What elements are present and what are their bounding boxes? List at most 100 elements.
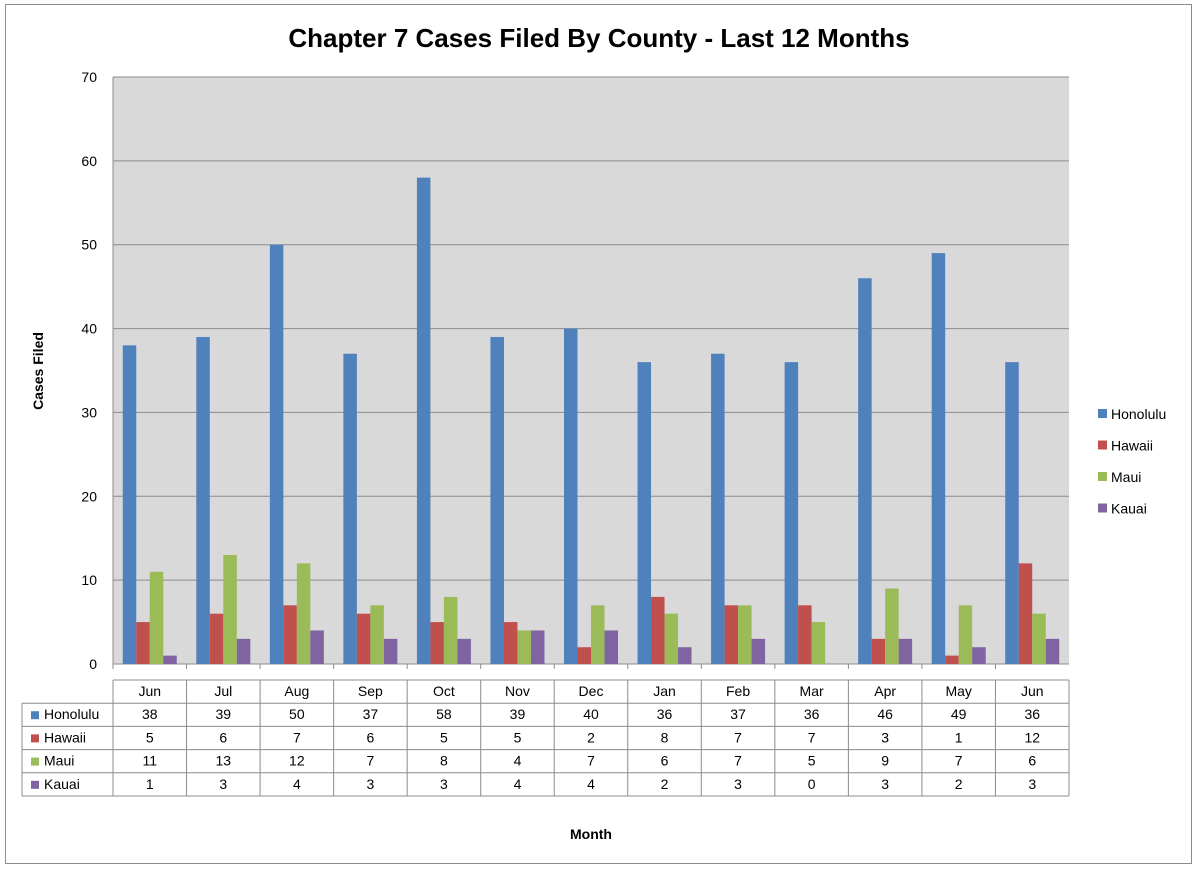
table-value: 36 (1024, 706, 1040, 722)
bar-honolulu (858, 278, 872, 664)
bar-maui (885, 588, 899, 664)
y-tick-label: 30 (81, 404, 97, 420)
table-series-key (31, 780, 39, 789)
y-tick-label: 40 (81, 321, 97, 337)
table-value: 7 (587, 753, 595, 769)
table-value: 40 (583, 706, 599, 722)
bar-maui (591, 605, 605, 664)
bar-hawaii (651, 596, 665, 664)
table-series-name: Kauai (44, 776, 80, 792)
table-value: 4 (514, 776, 522, 792)
table-category-label: May (945, 683, 971, 699)
table-category-label: Jun (138, 683, 161, 699)
legend: Honolulu Hawaii Maui Kauai (1098, 406, 1166, 517)
bar-hawaii (136, 622, 150, 664)
table-value: 3 (881, 729, 889, 745)
bar-kauai (1045, 638, 1060, 664)
bar-honolulu (490, 336, 504, 664)
bar-hawaii (798, 605, 812, 664)
bar-honolulu (122, 345, 137, 664)
table-value: 3 (1028, 776, 1036, 792)
bar-honolulu (784, 362, 799, 664)
table-value: 49 (951, 706, 967, 722)
bar-honolulu (343, 353, 357, 664)
table-value: 4 (514, 753, 522, 769)
bar-kauai (604, 630, 618, 664)
table-category-label: Jan (653, 683, 676, 699)
table-value: 0 (808, 776, 816, 792)
bar-honolulu (931, 253, 946, 664)
bar-kauai (678, 647, 692, 664)
bar-hawaii (356, 613, 371, 664)
bar-honolulu (1005, 362, 1019, 664)
table-value: 39 (510, 706, 526, 722)
table-value: 2 (587, 729, 595, 745)
bar-maui (1032, 613, 1046, 664)
bar-hawaii (577, 647, 591, 664)
table-category-label: Dec (579, 683, 604, 699)
legend-label: Honolulu (1111, 406, 1166, 422)
chart-title: Chapter 7 Cases Filed By County - Last 1… (288, 23, 909, 53)
legend-label: Hawaii (1111, 438, 1153, 454)
plot-area (113, 77, 1069, 664)
table-category-label: Aug (284, 683, 309, 699)
table-value: 36 (657, 706, 673, 722)
table-value: 50 (289, 706, 305, 722)
table-value: 8 (440, 753, 448, 769)
table-category-label: Feb (726, 683, 750, 699)
bar-hawaii (1018, 563, 1033, 664)
table-value: 58 (436, 706, 452, 722)
table-value: 3 (219, 776, 227, 792)
table-value: 9 (881, 753, 889, 769)
data-table: Jun Jul Aug Sep Oct Nov Dec Jan Feb Mar Apr May Jun H… (21, 679, 1070, 797)
table-value: 7 (734, 729, 742, 745)
bar-maui (223, 554, 237, 664)
table-value: 3 (440, 776, 448, 792)
bar-kauai (898, 638, 913, 664)
bar-maui (664, 613, 679, 664)
table-value: 3 (366, 776, 374, 792)
table-value: 13 (216, 753, 232, 769)
table-value: 38 (142, 706, 158, 722)
bar-kauai (530, 630, 545, 664)
table-value: 37 (363, 706, 379, 722)
bar-maui (517, 630, 531, 664)
table-series-key (31, 734, 39, 743)
bar-honolulu (416, 177, 431, 664)
table-value: 4 (587, 776, 595, 792)
table-category-label: Apr (874, 683, 896, 699)
bar-hawaii (503, 622, 518, 664)
y-tick-label: 0 (89, 656, 97, 672)
bar-maui (811, 622, 826, 664)
table-value: 4 (293, 776, 301, 792)
table-value: 7 (293, 729, 301, 745)
bar-honolulu (196, 336, 210, 664)
y-tick-label: 50 (81, 237, 97, 253)
table-value: 12 (1024, 729, 1040, 745)
table-value: 1 (955, 729, 963, 745)
bar-kauai (457, 638, 471, 664)
y-tick-label: 70 (81, 69, 97, 85)
table-value: 6 (661, 753, 669, 769)
bar-kauai (236, 638, 251, 664)
table-value: 7 (808, 729, 816, 745)
x-axis-title: Month (570, 826, 612, 842)
table-category-label: Jun (1021, 683, 1044, 699)
y-tick-label: 10 (81, 572, 97, 588)
table-series-key (31, 757, 39, 766)
bar-maui (443, 596, 458, 664)
y-axis-title: Cases Filed (30, 332, 46, 410)
table-value: 6 (219, 729, 227, 745)
y-tick-label: 60 (81, 153, 97, 169)
table-value: 8 (661, 729, 669, 745)
table-value: 5 (514, 729, 522, 745)
bar-honolulu (269, 244, 284, 664)
table-value: 37 (730, 706, 746, 722)
table-value: 7 (955, 753, 963, 769)
table-value: 3 (734, 776, 742, 792)
table-series-name: Honolulu (44, 706, 99, 722)
table-value: 7 (734, 753, 742, 769)
bar-maui (958, 605, 973, 664)
table-value: 46 (877, 706, 893, 722)
